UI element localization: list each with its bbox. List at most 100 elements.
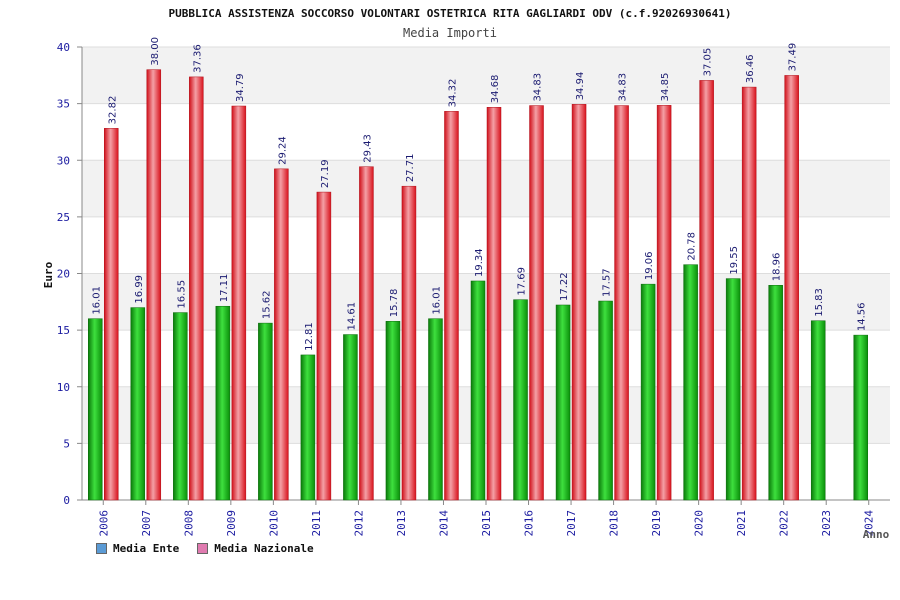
data-label-media-ente: 14.61 xyxy=(346,302,357,331)
legend-label-media-nazionale: Media Nazionale xyxy=(214,542,314,555)
bar-media-nazionale xyxy=(529,105,544,501)
x-tick-label: 2022 xyxy=(778,510,791,537)
bar-media-nazionale xyxy=(274,168,289,501)
data-label-media-ente: 16.99 xyxy=(134,275,145,304)
bar-media-ente xyxy=(640,283,656,501)
x-tick-label: 2007 xyxy=(140,510,153,537)
chart-title: PUBBLICA ASSISTENZA SOCCORSO VOLONTARI O… xyxy=(169,7,732,20)
legend-item-media-nazionale: Media Nazionale xyxy=(197,542,314,555)
y-tick-label: 0 xyxy=(63,494,70,507)
data-label-media-nazionale: 34.83 xyxy=(618,73,629,102)
data-label-media-nazionale: 34.94 xyxy=(575,72,586,101)
bar-media-nazionale xyxy=(571,104,587,501)
bar-media-nazionale xyxy=(401,185,417,501)
bar-media-ente xyxy=(385,321,401,501)
x-tick-label: 2024 xyxy=(863,510,876,537)
bar-media-ente xyxy=(215,305,231,501)
data-label-media-nazionale: 29.43 xyxy=(362,134,373,163)
x-tick-label: 2012 xyxy=(352,510,365,537)
bar-media-ente xyxy=(130,307,146,501)
data-label-media-nazionale: 34.79 xyxy=(235,73,246,102)
data-label-media-nazionale: 37.05 xyxy=(703,48,714,77)
x-tick-label: 2010 xyxy=(267,510,280,537)
y-tick-label: 20 xyxy=(57,268,70,281)
bar-media-ente xyxy=(683,264,698,501)
bar-media-ente xyxy=(470,280,486,501)
data-label-media-ente: 16.01 xyxy=(91,286,102,315)
x-tick-label: 2008 xyxy=(182,510,195,537)
bar-media-ente xyxy=(810,320,826,501)
data-label-media-ente: 18.96 xyxy=(772,253,783,282)
data-label-media-nazionale: 27.19 xyxy=(320,159,331,188)
y-tick-label: 40 xyxy=(57,41,70,54)
y-axis-label: Euro xyxy=(42,261,55,288)
data-label-media-ente: 19.34 xyxy=(474,248,485,277)
bar-media-ente xyxy=(173,312,188,501)
data-label-media-ente: 17.69 xyxy=(517,267,528,296)
bar-media-ente xyxy=(598,300,613,501)
legend-swatch-media-ente xyxy=(96,543,107,554)
bar-media-ente xyxy=(513,299,528,501)
bar-media-nazionale xyxy=(784,75,799,501)
x-tick-label: 2016 xyxy=(523,510,536,537)
data-label-media-nazionale: 29.24 xyxy=(277,136,288,165)
data-label-media-nazionale: 38.00 xyxy=(150,37,161,66)
data-label-media-ente: 15.62 xyxy=(261,290,272,319)
bar-media-ente xyxy=(300,354,316,501)
legend: Media Ente Media Nazionale xyxy=(96,542,314,555)
x-tick-label: 2015 xyxy=(480,510,493,537)
x-tick-label: 2017 xyxy=(565,510,578,537)
bar-media-nazionale xyxy=(699,80,714,501)
x-tick-label: 2021 xyxy=(735,510,748,537)
bar-media-ente xyxy=(768,285,783,501)
bar-media-nazionale xyxy=(146,69,162,501)
data-label-media-ente: 15.83 xyxy=(814,288,825,317)
data-label-media-nazionale: 27.71 xyxy=(405,154,416,183)
x-tick-label: 2023 xyxy=(820,510,833,537)
data-label-media-ente: 19.55 xyxy=(729,246,740,275)
x-tick-label: 2014 xyxy=(437,510,450,537)
legend-label-media-ente: Media Ente xyxy=(113,542,180,555)
x-tick-label: 2013 xyxy=(395,510,408,537)
data-label-media-ente: 12.81 xyxy=(304,322,315,351)
bar-media-nazionale xyxy=(486,106,502,501)
data-label-media-ente: 19.06 xyxy=(644,252,655,281)
chart-subtitle: Media Importi xyxy=(403,26,497,40)
bar-media-nazionale xyxy=(316,191,332,501)
bar-media-nazionale xyxy=(656,105,672,501)
data-label-media-ente: 17.22 xyxy=(559,272,570,301)
bar-media-ente xyxy=(258,322,273,501)
bar-media-ente xyxy=(725,278,741,501)
bar-media-nazionale xyxy=(231,105,247,501)
data-label-media-nazionale: 36.46 xyxy=(745,54,756,83)
data-label-media-ente: 14.56 xyxy=(857,302,868,331)
data-label-media-ente: 15.78 xyxy=(389,289,400,318)
data-label-media-nazionale: 34.83 xyxy=(533,73,544,102)
x-tick-label: 2011 xyxy=(310,510,323,537)
data-label-media-ente: 16.01 xyxy=(431,286,442,315)
bar-media-nazionale xyxy=(741,86,757,501)
y-tick-label: 35 xyxy=(57,98,70,111)
data-label-media-nazionale: 32.82 xyxy=(107,96,118,125)
bar-media-nazionale xyxy=(104,128,119,501)
data-label-media-nazionale: 34.32 xyxy=(447,79,458,108)
data-label-media-nazionale: 37.36 xyxy=(192,44,203,73)
data-label-media-nazionale: 34.68 xyxy=(490,75,501,104)
x-axis-label: Anno xyxy=(863,528,890,541)
data-label-media-nazionale: 37.49 xyxy=(788,43,799,72)
bar-media-ente xyxy=(343,334,358,501)
legend-swatch-media-nazionale xyxy=(197,543,209,554)
bar-media-ente xyxy=(428,318,443,501)
legend-item-media-ente: Media Ente xyxy=(96,542,179,555)
y-tick-label: 25 xyxy=(57,211,70,224)
x-tick-label: 2006 xyxy=(97,510,110,537)
bar-media-ente xyxy=(853,334,868,501)
data-label-media-ente: 20.78 xyxy=(687,232,698,261)
x-tick-label: 2018 xyxy=(608,510,621,537)
data-label-media-ente: 17.57 xyxy=(602,268,613,297)
bar-media-nazionale xyxy=(359,166,374,501)
data-label-media-ente: 16.55 xyxy=(176,280,187,309)
x-tick-label: 2020 xyxy=(693,510,706,537)
data-label-media-nazionale: 34.85 xyxy=(660,73,671,102)
